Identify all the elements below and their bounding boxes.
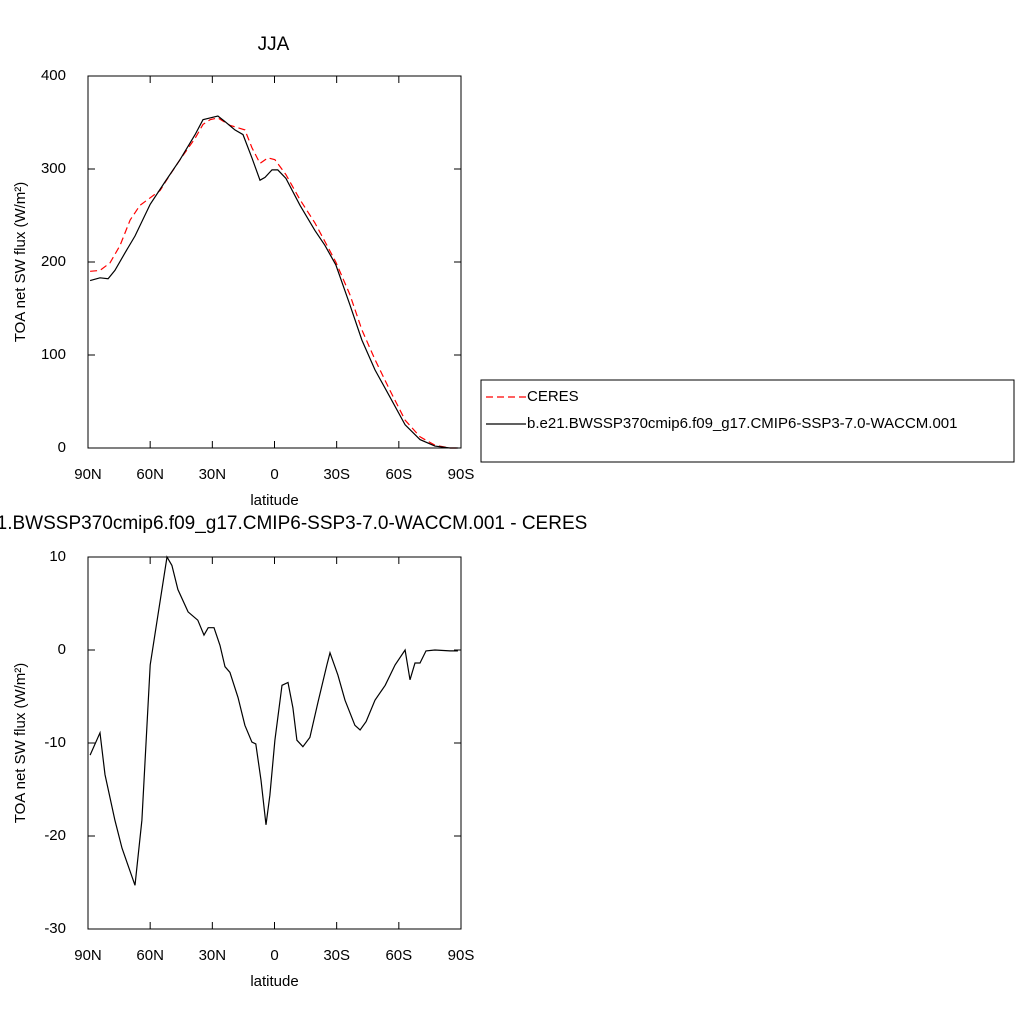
legend-label: CERES <box>527 388 579 405</box>
y-tick-label: 100 <box>41 346 66 363</box>
x-tick-label: 0 <box>270 947 278 964</box>
y-tick-label: 0 <box>58 439 66 456</box>
x-tick-label: 90S <box>448 947 475 964</box>
legend-frame <box>480 379 1015 463</box>
plot-frame <box>87 556 462 930</box>
y-tick-label: -30 <box>44 920 66 937</box>
x-tick-label: 60S <box>385 466 412 483</box>
series-line <box>89 115 459 449</box>
y-axis-title: TOA net SW flux (W/m²) <box>12 663 29 824</box>
chart-title: b.e21.BWSSP370cmip6.f09_g17.CMIP6-SSP3-7… <box>0 513 587 534</box>
y-tick-label: 200 <box>41 253 66 270</box>
series-line <box>89 555 458 886</box>
x-tick-label: 0 <box>270 466 278 483</box>
y-tick-label: -20 <box>44 827 66 844</box>
legend-label: b.e21.BWSSP370cmip6.f09_g17.CMIP6-SSP3-7… <box>527 415 957 432</box>
y-tick-label: 300 <box>41 160 66 177</box>
plot-frame <box>87 75 462 449</box>
x-tick-label: 30N <box>199 947 227 964</box>
x-tick-label: 60S <box>385 947 412 964</box>
y-tick-label: -10 <box>44 734 66 751</box>
y-tick-label: 10 <box>49 548 66 565</box>
x-tick-label: 90N <box>74 947 102 964</box>
x-tick-label: 90N <box>74 466 102 483</box>
x-tick-label: 30S <box>323 947 350 964</box>
x-axis-title: latitude <box>250 492 298 509</box>
x-tick-label: 30S <box>323 466 350 483</box>
x-tick-label: 60N <box>136 947 164 964</box>
series-line <box>90 117 459 449</box>
chart-title: JJA <box>258 34 290 55</box>
y-tick-label: 0 <box>58 641 66 658</box>
x-tick-label: 30N <box>199 466 227 483</box>
x-tick-label: 90S <box>448 466 475 483</box>
y-tick-label: 400 <box>41 67 66 84</box>
y-axis-title: TOA net SW flux (W/m²) <box>12 182 29 343</box>
x-axis-title: latitude <box>250 973 298 990</box>
x-tick-label: 60N <box>136 466 164 483</box>
